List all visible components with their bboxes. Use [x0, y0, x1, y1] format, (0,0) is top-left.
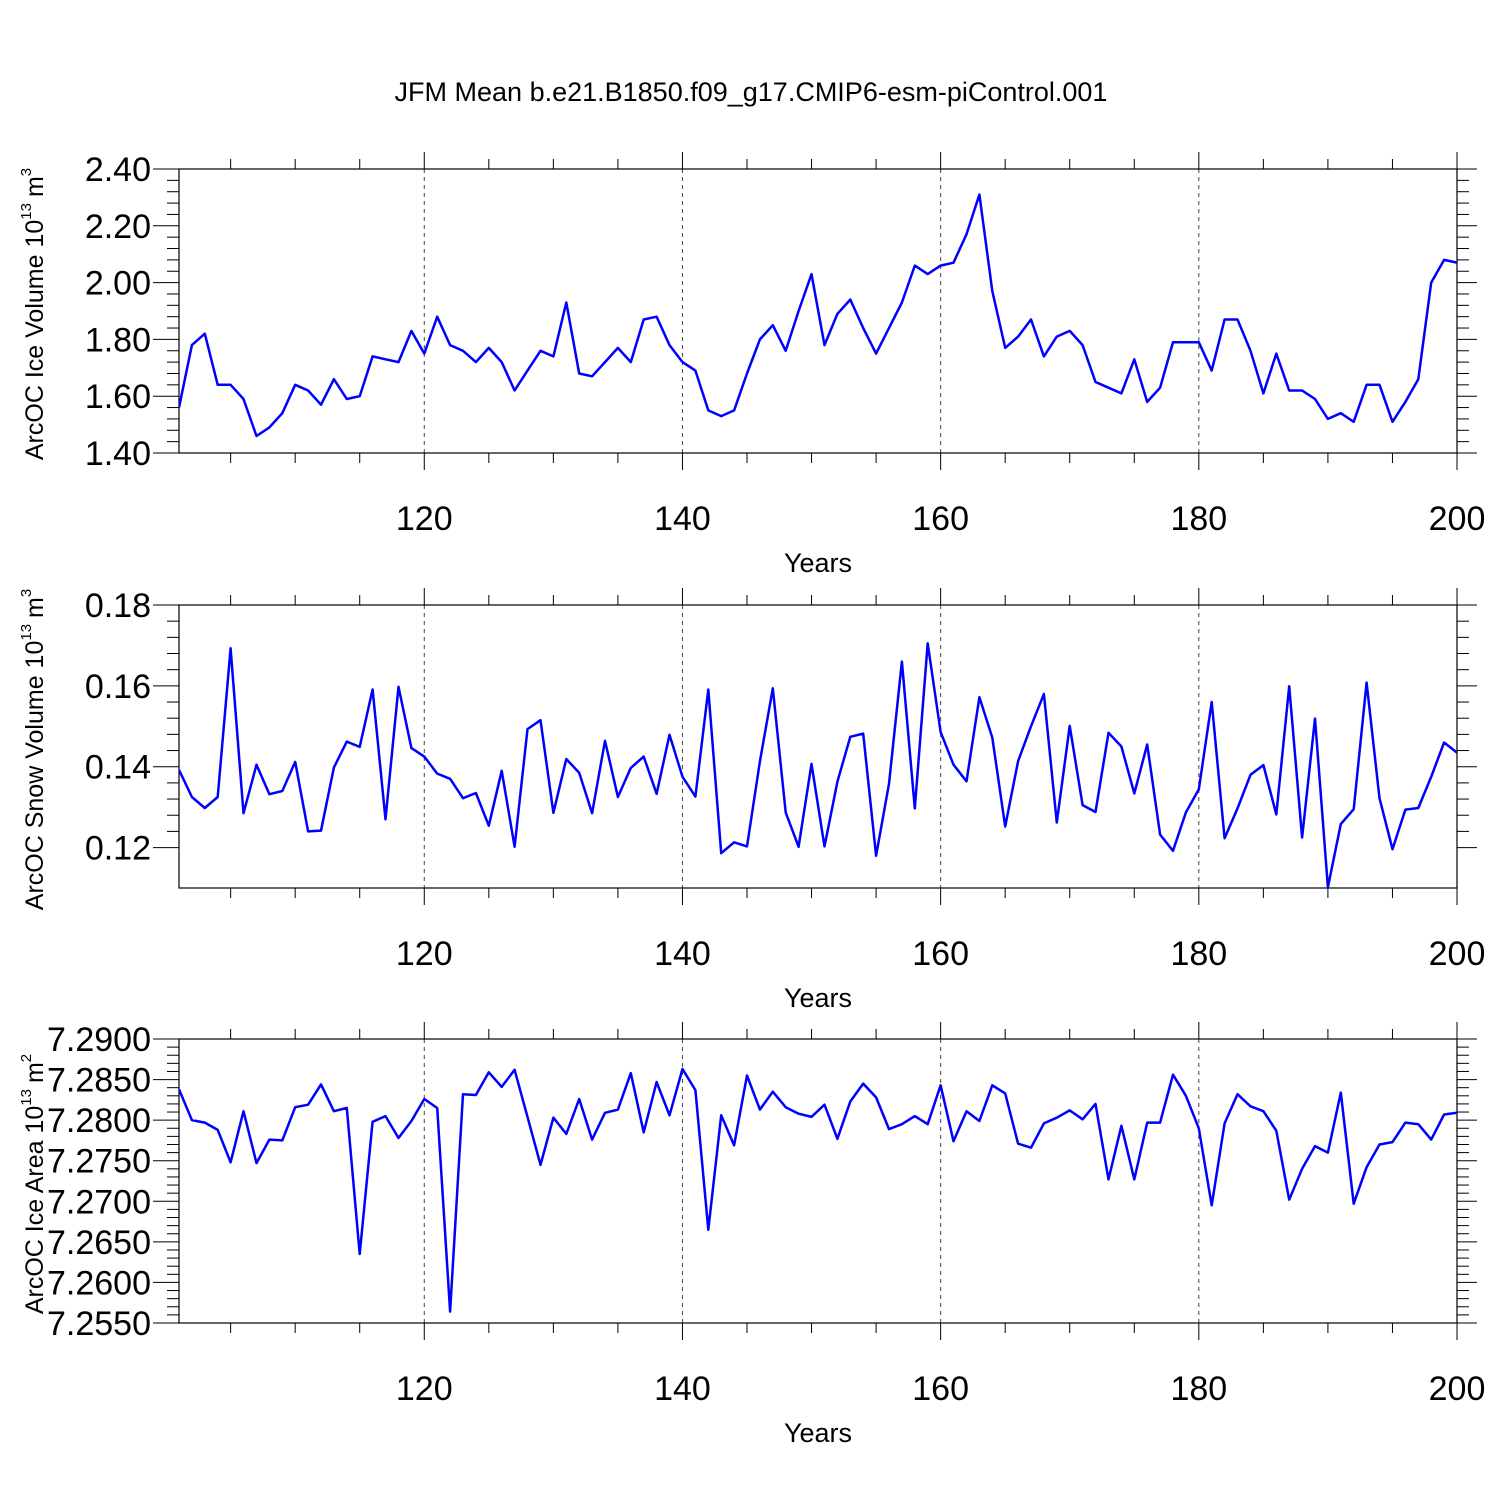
x-tick-label: 120 [396, 935, 453, 973]
y-axis-label-unit: m [21, 176, 49, 197]
chart-title: JFM Mean b.e21.B1850.f09_g17.CMIP6-esm-p… [395, 77, 1108, 107]
x-tick-label: 140 [654, 935, 711, 973]
x-tick-label: 180 [1170, 935, 1227, 973]
y-tick-label: 1.60 [85, 378, 151, 416]
y-tick-label: 7.2650 [47, 1224, 151, 1262]
x-tick-label: 160 [912, 1370, 969, 1408]
x-axis-label: Years [784, 548, 852, 578]
panel-ice-volume: 1.40 1.60 1.80 2.00 2.20 2.40 120 140 160 180 200 Y… [18, 151, 1485, 578]
x-tick-label: 200 [1429, 935, 1486, 973]
x-tick-label: 120 [396, 1370, 453, 1408]
x-tick-label: 160 [912, 500, 969, 538]
y-tick-label: 7.2550 [47, 1305, 151, 1343]
y-tick-label: 0.18 [85, 587, 151, 625]
y-tick-label: 2.40 [85, 151, 151, 189]
x-tick-label: 140 [654, 500, 711, 538]
y-tick-label: 0.16 [85, 668, 151, 706]
y-tick-label: 7.2700 [47, 1183, 151, 1221]
y-axis-label-unit-exponent: 3 [18, 589, 35, 597]
series-line-ice-volume [179, 193, 1457, 438]
panel-snow-volume: 0.12 0.14 0.16 0.18 120 140 160 180 200 Years ArcO… [18, 587, 1485, 1013]
y-axis-label-text: ArcOC Snow Volume 10 [21, 641, 49, 911]
y-axis-label-exponent: 13 [18, 203, 35, 220]
y-tick-label: 1.40 [85, 435, 151, 473]
y-tick-label: 7.2900 [47, 1021, 151, 1059]
y-axis-label-unit-exponent: 2 [18, 1054, 35, 1062]
x-tick-label: 200 [1429, 500, 1486, 538]
y-axis-label-text: ArcOC Ice Volume 10 [21, 220, 49, 460]
y-tick-label: 7.2850 [47, 1062, 151, 1100]
y-axis-label-unit-exponent: 3 [18, 168, 35, 176]
series-line-ice-area [179, 1067, 1457, 1313]
y-tick-label: 7.2800 [47, 1102, 151, 1140]
y-tick-label: 2.00 [85, 265, 151, 303]
y-axis-label-unit: m [21, 597, 49, 618]
plot-frame [178, 168, 1458, 454]
x-axis-label: Years [784, 1418, 852, 1448]
x-tick-label: 160 [912, 935, 969, 973]
x-axis-label: Years [784, 983, 852, 1013]
y-axis-label-unit: m [21, 1062, 49, 1083]
x-tick-label: 180 [1170, 1370, 1227, 1408]
plot-frame [178, 1038, 1458, 1324]
y-tick-label: 1.80 [85, 321, 151, 359]
y-axis-label: ArcOC Ice Area 1013 m2 [18, 1054, 49, 1314]
y-tick-label: 7.2600 [47, 1264, 151, 1302]
y-tick-label: 7.2750 [47, 1143, 151, 1181]
y-tick-label: 0.14 [85, 749, 151, 787]
panel-ice-area: 7.25507.26007.26507.27007.27507.28007.28… [18, 1021, 1485, 1448]
y-axis-label-text: ArcOC Ice Area 10 [21, 1106, 49, 1314]
y-axis-label-exponent: 13 [18, 624, 35, 641]
y-tick-label: 0.12 [85, 830, 151, 868]
plot-frame [178, 604, 1458, 889]
x-tick-label: 120 [396, 500, 453, 538]
series-line-snow-volume [179, 642, 1457, 888]
y-axis-label: ArcOC Snow Volume 1013 m3 [18, 589, 49, 910]
x-tick-label: 200 [1429, 1370, 1486, 1408]
x-tick-label: 180 [1170, 500, 1227, 538]
y-axis-label: ArcOC Ice Volume 1013 m3 [18, 168, 49, 460]
x-tick-label: 140 [654, 1370, 711, 1408]
y-axis-label-exponent: 13 [18, 1089, 35, 1106]
y-tick-label: 2.20 [85, 208, 151, 246]
